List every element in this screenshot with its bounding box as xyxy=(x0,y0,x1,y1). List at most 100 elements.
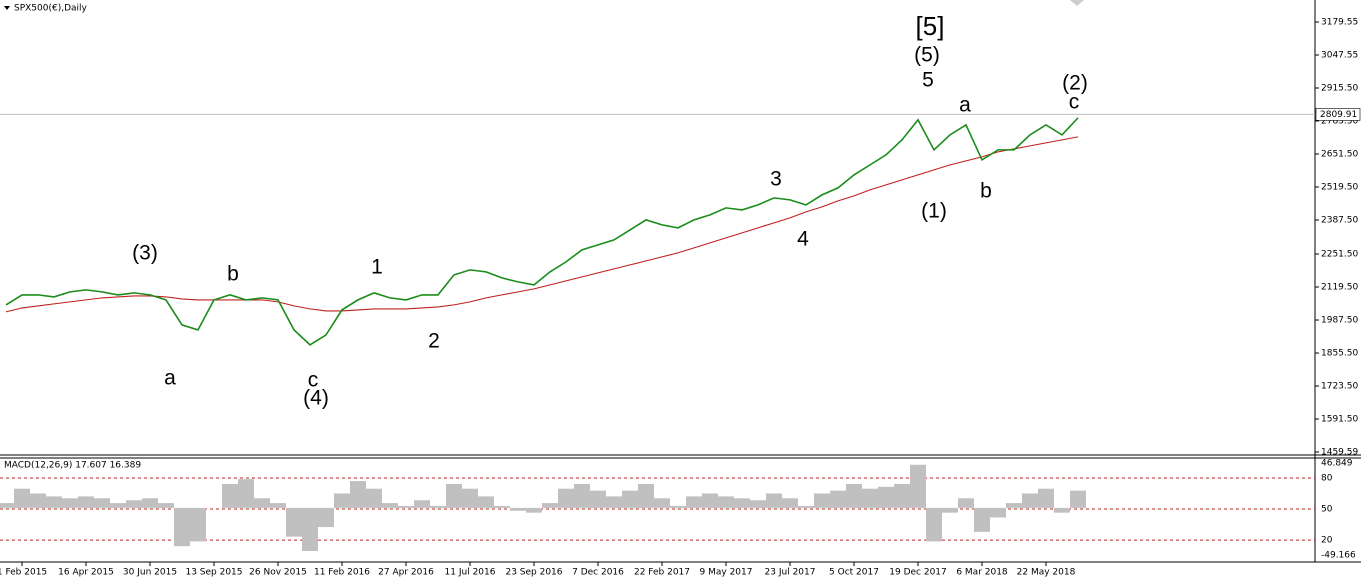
wave-label: (2) xyxy=(1062,72,1088,95)
macd-bar xyxy=(0,503,14,508)
wave-label: [5] xyxy=(916,11,945,41)
macd-bar xyxy=(878,486,894,508)
y-tick-label: 2387.50 xyxy=(1321,216,1358,226)
y-tick-label: 20 xyxy=(1321,536,1333,546)
price-line xyxy=(5,136,1079,313)
macd-bar xyxy=(622,490,638,508)
y-tick-label: 2651.50 xyxy=(1321,150,1358,160)
y-tick-label: 1723.50 xyxy=(1321,382,1358,392)
macd-bar xyxy=(446,483,462,508)
wave-label: 4 xyxy=(797,228,809,251)
wave-label: (3) xyxy=(132,242,158,265)
macd-bar xyxy=(590,490,606,508)
macd-bar xyxy=(1070,490,1086,508)
macd-bar xyxy=(110,503,126,508)
macd-bar xyxy=(30,493,46,508)
wave-label: (1) xyxy=(921,200,947,223)
macd-bar xyxy=(814,493,830,508)
macd-bar xyxy=(670,505,686,508)
macd-bar xyxy=(510,507,526,511)
y-tick-label: 2519.50 xyxy=(1321,183,1358,193)
wave-label: 1 xyxy=(371,256,383,279)
macd-bar xyxy=(526,507,542,513)
x-tick-label: 22 Feb 2017 xyxy=(634,568,690,578)
macd-bar xyxy=(1022,493,1038,508)
y-tick-label: 46.849 xyxy=(1321,459,1353,469)
macd-bar xyxy=(174,507,190,547)
macd-bar xyxy=(14,488,30,508)
macd-bar xyxy=(702,493,718,508)
macd-bar xyxy=(254,498,270,508)
y-tick-label: 2915.50 xyxy=(1321,84,1358,94)
wave-label: b xyxy=(980,180,992,203)
x-tick-label: 13 Sep 2015 xyxy=(185,568,242,578)
macd-bar xyxy=(910,464,926,508)
macd-bar xyxy=(142,498,158,508)
macd-bar xyxy=(1038,488,1054,508)
y-tick-label: 2783.50 xyxy=(1321,117,1358,127)
macd-bar xyxy=(270,503,286,508)
y-tick-label: 3179.55 xyxy=(1321,17,1358,27)
x-tick-label: 7 Dec 2016 xyxy=(572,568,624,578)
macd-bar xyxy=(766,493,782,508)
x-tick-label: 11 Jul 2016 xyxy=(445,568,496,578)
x-tick-label: 30 Jun 2015 xyxy=(123,568,177,578)
last-price-label: 2809.91 xyxy=(1320,110,1357,120)
x-tick-label: 6 Mar 2018 xyxy=(956,568,1008,578)
macd-bar xyxy=(686,496,702,508)
macd-bar xyxy=(958,498,974,508)
macd-bar xyxy=(302,507,318,552)
macd-bar xyxy=(1006,503,1022,508)
y-tick-label: 2119.50 xyxy=(1321,283,1358,293)
price-line xyxy=(5,117,1079,346)
macd-bar xyxy=(734,498,750,508)
macd-bar xyxy=(638,483,654,508)
macd-bar xyxy=(862,488,878,508)
scroll-marker xyxy=(1070,0,1084,6)
x-tick-label: 16 Apr 2015 xyxy=(58,568,114,578)
y-tick-label: 1855.50 xyxy=(1321,349,1358,359)
macd-bar xyxy=(318,507,334,528)
macd-bar xyxy=(750,500,766,508)
macd-bar xyxy=(158,503,174,508)
y-tick-label: -49.166 xyxy=(1321,551,1356,561)
macd-bar xyxy=(350,481,366,508)
y-tick-label: 3047.55 xyxy=(1321,50,1358,60)
macd-bar xyxy=(798,505,814,508)
y-tick-label: 1459.59 xyxy=(1321,448,1358,458)
macd-bar xyxy=(398,505,414,508)
macd-bar xyxy=(46,496,62,508)
macd-bar xyxy=(990,507,1006,518)
x-tick-label: 1 Feb 2015 xyxy=(0,568,47,578)
macd-bar xyxy=(94,498,110,508)
macd-bar xyxy=(942,507,958,513)
wave-label: a xyxy=(959,94,971,117)
macd-bar xyxy=(222,483,238,508)
y-tick-label: 1987.50 xyxy=(1321,316,1358,326)
macd-bar xyxy=(78,496,94,508)
x-tick-label: 23 Jul 2017 xyxy=(765,568,816,578)
wave-label: c xyxy=(1069,91,1080,114)
macd-bar xyxy=(286,507,302,537)
wave-label: b xyxy=(227,263,239,286)
macd-bar xyxy=(718,496,734,508)
wave-label: (4) xyxy=(303,387,329,410)
y-tick-label: 1591.50 xyxy=(1321,415,1358,425)
macd-bar xyxy=(830,490,846,508)
macd-bar xyxy=(62,498,78,508)
y-tick-label: 50 xyxy=(1321,505,1333,515)
macd-bar xyxy=(542,503,558,508)
macd-bar xyxy=(494,505,510,508)
macd-title: MACD(12,26,9) 17.607 16.389 xyxy=(4,461,141,471)
macd-bar xyxy=(190,507,206,542)
wave-label: 5 xyxy=(922,69,934,92)
macd-bar xyxy=(894,483,910,508)
macd-bar xyxy=(926,507,942,542)
macd-bar xyxy=(126,500,142,508)
macd-bar xyxy=(1054,507,1070,513)
x-tick-label: 26 Nov 2015 xyxy=(249,568,307,578)
macd-bar xyxy=(366,488,382,508)
wave-label: (5) xyxy=(914,44,940,67)
wave-label: c xyxy=(308,369,319,392)
macd-bar xyxy=(478,496,494,508)
